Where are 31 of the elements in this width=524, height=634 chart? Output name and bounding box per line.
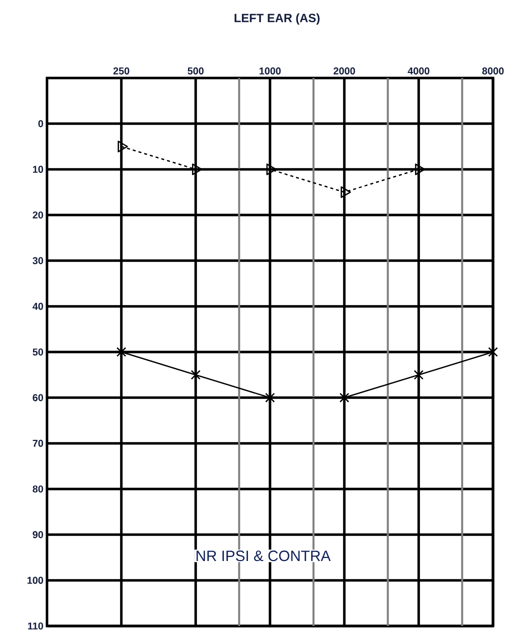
- point: [118, 140, 128, 152]
- point: [192, 164, 202, 176]
- y-tick-label: 40: [32, 302, 44, 310]
- x-tick-label: 1000: [260, 67, 281, 74]
- y-tick-label: 0: [38, 120, 44, 128]
- point: [266, 164, 277, 176]
- annotation: NR IPSI & CONTRA: [196, 550, 331, 562]
- point: [340, 186, 351, 198]
- point: [415, 164, 426, 176]
- y-tick-label: 50: [32, 348, 44, 356]
- x-tick-label: 500: [188, 67, 204, 74]
- point: [414, 370, 424, 380]
- point: [116, 347, 126, 357]
- chart-title: LEFT EAR (AS): [234, 13, 320, 25]
- y-tick-label: 100: [27, 576, 44, 584]
- point: [265, 392, 275, 403]
- x-tick-label: 2000: [334, 67, 356, 74]
- y-tick-label: 30: [32, 257, 44, 264]
- point: [339, 392, 350, 403]
- y-tick-label: 80: [32, 485, 44, 493]
- y-tick-label: 90: [32, 531, 44, 538]
- x-tick-label: 4000: [408, 67, 430, 74]
- y-tick-label: 60: [32, 394, 44, 402]
- x-tick-label: 8000: [482, 67, 504, 74]
- point: [488, 347, 498, 357]
- y-tick-label: 110: [28, 622, 44, 630]
- point: [190, 370, 201, 380]
- y-tick-label: 20: [32, 211, 44, 219]
- x-tick-label: 250: [113, 67, 130, 74]
- y-tick-label: 10: [33, 166, 44, 173]
- y-tick-label: 70: [32, 440, 44, 447]
